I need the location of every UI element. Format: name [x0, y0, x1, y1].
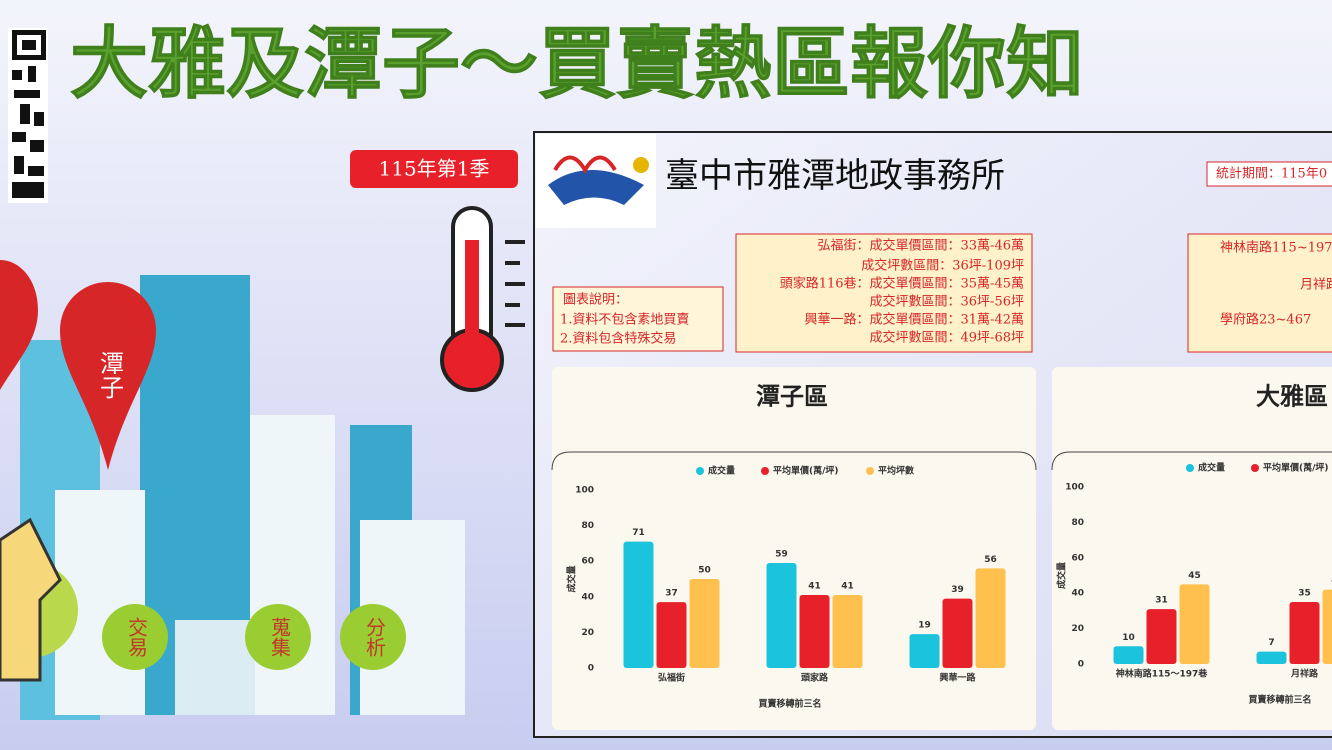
ranges-box	[735, 233, 1033, 353]
y-tick-label: 80	[1071, 518, 1084, 528]
legend-swatch	[1186, 464, 1194, 472]
circle-label: 蒐集	[268, 617, 292, 657]
legend-swatch	[761, 467, 769, 475]
data-label: 37	[665, 589, 678, 599]
range-line: 月祥路	[1300, 277, 1332, 293]
data-label: 39	[951, 585, 964, 595]
y-axis-label: 成交量	[1056, 562, 1068, 589]
bar	[1179, 584, 1210, 664]
legend-label: 平均單價(萬/坪)	[773, 465, 839, 477]
x-tick-label: 神林南路115～197巷	[1116, 668, 1209, 680]
x-tick-label: 月祥路	[1290, 668, 1319, 680]
bar	[1289, 602, 1320, 664]
data-label: 56	[984, 555, 997, 565]
period-box	[1206, 161, 1332, 187]
range-line: 興華一路：成交單價區間：31萬-42萬	[805, 312, 1024, 328]
notes-title: 圖表說明：	[563, 292, 628, 308]
city: 潭子 交易 蒐集 分析	[0, 260, 465, 720]
chart-frame	[1051, 451, 1332, 471]
data-label: 10	[1122, 633, 1135, 643]
y-tick-label: 40	[581, 592, 594, 602]
range-line: 頭家路116巷：成交單價區間：35萬-45萬	[780, 276, 1024, 292]
y-axis-label: 成交量	[566, 565, 578, 592]
y-tick-label: 100	[575, 486, 594, 496]
range-line: 神林南路115~197	[1220, 240, 1332, 256]
note: 2.資料包含特殊交易	[560, 331, 676, 347]
data-label: 35	[1298, 589, 1311, 599]
ranges-box	[1187, 233, 1332, 353]
bar	[975, 568, 1006, 668]
data-label: 31	[1155, 596, 1168, 606]
bar	[909, 634, 940, 668]
bar	[1322, 589, 1332, 664]
data-label: 50	[698, 566, 711, 576]
note: 1.資料不包含素地買賣	[560, 312, 689, 328]
range-line: 成交坪數區間：36坪-109坪	[861, 258, 1024, 274]
notes-box	[552, 286, 724, 352]
thermometer	[440, 206, 525, 392]
x-tick-label: 頭家路	[801, 672, 829, 684]
y-tick-label: 20	[1071, 624, 1084, 634]
data-label: 41	[841, 582, 854, 592]
badge-text: 115年第1季	[379, 157, 490, 181]
period: 統計期間：115年0	[1216, 166, 1327, 182]
legend-label: 平均單價(萬/坪)	[1263, 462, 1329, 474]
y-tick-label: 20	[581, 628, 594, 638]
circle-label: 分析	[363, 617, 387, 657]
bar	[1113, 646, 1144, 664]
data-label: 7	[1268, 638, 1274, 648]
range-line: 弘福街：成交單價區間：33萬-46萬	[818, 238, 1024, 254]
legend-label: 平均坪數	[878, 465, 915, 477]
pin-label: 潭子	[96, 351, 124, 399]
legend-swatch	[696, 467, 704, 475]
y-tick-label: 100	[1065, 483, 1084, 493]
legend-swatch	[1251, 464, 1259, 472]
bar	[1256, 651, 1287, 664]
data-label: 19	[918, 621, 931, 631]
x-axis-label: 買賣移轉前三名	[1248, 694, 1311, 706]
y-tick-label: 40	[1071, 589, 1084, 599]
logo	[548, 155, 649, 205]
chart-frame	[551, 451, 1037, 471]
bar	[832, 595, 863, 668]
x-axis-label: 買賣移轉前三名	[758, 698, 821, 710]
bar	[766, 562, 797, 668]
x-tick-label: 興華一路	[939, 672, 976, 684]
data-label: 45	[1188, 571, 1201, 581]
y-tick-label: 0	[588, 664, 594, 674]
bar	[1146, 609, 1177, 664]
range-line: 成交坪數區間：36坪-56坪	[870, 294, 1024, 310]
y-tick-label: 0	[1078, 660, 1084, 670]
bar	[799, 595, 830, 668]
office-name: 臺中市雅潭地政事務所	[665, 156, 1005, 196]
bar	[656, 602, 687, 668]
y-tick-label: 60	[1071, 553, 1084, 563]
data-label: 41	[808, 582, 821, 592]
y-tick-label: 80	[581, 521, 594, 531]
chart-panel	[1052, 367, 1332, 730]
chart-title: 潭子區	[756, 382, 828, 411]
bar	[623, 541, 654, 668]
circle-label: 交易	[125, 617, 149, 658]
qr-code	[8, 28, 48, 203]
chart-title: 大雅區	[1256, 382, 1328, 411]
x-tick-label: 弘福街	[658, 672, 685, 684]
range-line: 學府路23~467	[1220, 312, 1311, 328]
legend-swatch	[866, 467, 874, 475]
bar	[942, 598, 973, 668]
badge	[350, 150, 518, 188]
legend-label: 成交量	[708, 465, 735, 477]
main-title: 大雅及潭子～買賣熱區報你知	[70, 19, 1084, 110]
bar	[689, 579, 720, 668]
range-line: 成交坪數區間：49坪-68坪	[870, 330, 1024, 346]
y-tick-label: 60	[581, 557, 594, 567]
data-label: 71	[632, 528, 645, 538]
legend-label: 成交量	[1198, 462, 1225, 474]
data-label: 59	[775, 549, 788, 559]
